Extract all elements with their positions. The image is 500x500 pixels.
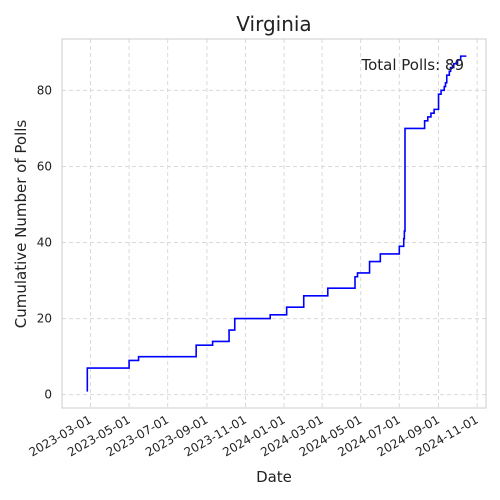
x-axis-label: Date [256, 468, 292, 486]
y-axis-label: Cumulative Number of Polls [12, 120, 30, 329]
total-polls-annotation: Total Polls: 89 [360, 56, 464, 74]
y-tick-label: 60 [37, 159, 52, 173]
y-tick-label: 0 [44, 388, 52, 402]
series-layer [86, 55, 467, 392]
chart-title: Virginia [236, 12, 311, 36]
grid [62, 39, 486, 408]
cumulative-polls-line [86, 55, 467, 392]
y-axis-ticks: 0 20 40 60 80 [37, 83, 52, 401]
y-tick-label: 80 [37, 83, 52, 97]
y-tick-label: 40 [37, 236, 52, 250]
y-tick-label: 20 [37, 312, 52, 326]
plot-frame [61, 38, 487, 409]
